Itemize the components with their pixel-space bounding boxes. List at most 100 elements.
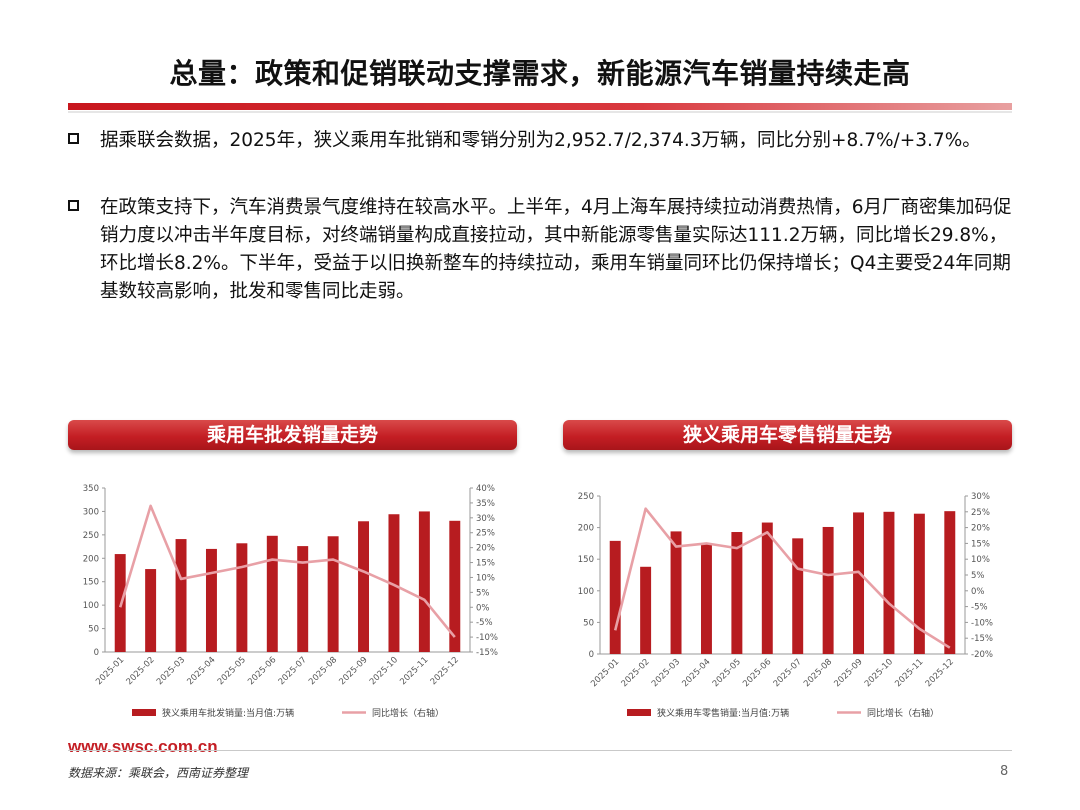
- legend-bar-label: 狭义乘用车批发销量:当月值:万辆: [162, 707, 294, 719]
- legend-line-label: 同比增长（右轴）: [867, 707, 939, 719]
- bar-2025-01: [609, 540, 621, 654]
- square-bullet-icon: [68, 133, 79, 144]
- right-tick-label: 0%: [971, 587, 985, 597]
- left-tick-label: 200: [578, 524, 594, 534]
- left-tick-label: 250: [578, 492, 594, 502]
- legend-line-label: 同比增长（右轴）: [372, 707, 444, 719]
- bar-2025-09: [358, 521, 370, 652]
- right-tick-label: -20%: [971, 650, 993, 660]
- bar-2025-11: [913, 513, 925, 654]
- page-number: 8: [1000, 764, 1009, 779]
- x-tick-label: 2025-08: [802, 657, 834, 689]
- x-tick-label: 2025-10: [863, 657, 895, 689]
- data-source-note: 数据来源：乘联会，西南证券整理: [68, 766, 249, 780]
- bar-2025-12: [449, 520, 461, 652]
- bar-2025-04: [205, 548, 217, 652]
- right-tick-label: 25%: [971, 508, 990, 518]
- bar-2025-03: [175, 539, 187, 652]
- right-tick-label: -15%: [971, 634, 993, 644]
- left-tick-label: 150: [578, 555, 594, 565]
- bullet-item-1: 据乘联会数据，2025年，狭义乘用车批销和零销分别为2,952.7/2,374.…: [68, 127, 1018, 155]
- bullet-text-1: 据乘联会数据，2025年，狭义乘用车批销和零销分别为2,952.7/2,374.…: [100, 130, 981, 151]
- x-tick-label: 2025-01: [589, 657, 621, 689]
- x-tick-label: 2025-07: [772, 657, 804, 689]
- chart-2-title-banner: 狭义乘用车零售销量走势: [563, 420, 1012, 450]
- wholesale-sales-chart: 0 50 100 150 200 250 300 350 -15% -10% -5% 0% 5% 10% 1…: [83, 484, 498, 719]
- bar-2025-06: [761, 522, 773, 654]
- bar-2025-08: [327, 536, 339, 652]
- x-tick-label: 2025-09: [337, 655, 369, 687]
- right-tick-label: 10%: [476, 573, 495, 583]
- legend-bar-swatch: [132, 709, 156, 716]
- x-tick-label: 2025-02: [620, 657, 652, 689]
- x-tick-label: 2025-03: [650, 657, 682, 689]
- left-tick-label: 50: [88, 625, 99, 635]
- x-tick-label: 2025-06: [741, 657, 773, 689]
- right-tick-label: -10%: [476, 633, 498, 643]
- right-tick-label: 25%: [476, 529, 495, 539]
- right-tick-label: -15%: [476, 648, 498, 658]
- bar-2025-08: [822, 526, 834, 654]
- x-tick-label: 2025-06: [246, 655, 278, 687]
- x-tick-label: 2025-02: [125, 655, 157, 687]
- right-tick-label: 20%: [971, 524, 990, 534]
- left-tick-label: 0: [94, 648, 99, 658]
- x-tick-label: 2025-01: [94, 655, 126, 687]
- x-tick-label: 2025-08: [307, 655, 339, 687]
- bar-2025-10: [388, 514, 400, 652]
- left-tick-label: 100: [578, 587, 594, 597]
- yoy-growth-line: [118, 504, 456, 638]
- left-tick-label: 100: [83, 601, 99, 611]
- retail-sales-chart: 0 50 100 150 200 250 -20% -15% -10% -5% 0% 5% 10% 15%…: [578, 492, 993, 719]
- bar-2025-05: [731, 532, 743, 654]
- x-tick-label: 2025-11: [398, 655, 430, 687]
- bar-2025-05: [236, 543, 248, 652]
- footer-divider: [68, 750, 1012, 751]
- page-title: 总量：政策和促销联动支撑需求，新能源汽车销量持续走高: [169, 57, 911, 90]
- bar-2025-02: [640, 566, 652, 654]
- left-tick-label: 250: [83, 531, 99, 541]
- bar-2025-04: [700, 543, 712, 654]
- right-tick-label: -10%: [971, 618, 993, 628]
- right-tick-label: -5%: [971, 603, 988, 613]
- title-underline-shadow: [68, 111, 1012, 113]
- right-tick-label: 40%: [476, 484, 495, 494]
- bar-2025-09: [853, 512, 865, 654]
- bullet-item-2: 在政策支持下，汽车消费景气度维持在较高水平。上半年，4月上海车展持续拉动消费热情…: [68, 194, 1018, 306]
- left-tick-label: 150: [83, 578, 99, 588]
- x-tick-label: 2025-07: [277, 655, 309, 687]
- bar-2025-07: [792, 538, 804, 654]
- square-bullet-icon: [68, 200, 79, 211]
- right-tick-label: 30%: [971, 492, 990, 502]
- right-tick-label: 30%: [476, 514, 495, 524]
- bar-2025-06: [266, 535, 278, 652]
- bar-2025-10: [883, 511, 895, 654]
- x-tick-label: 2025-10: [368, 655, 400, 687]
- left-tick-label: 350: [83, 484, 99, 494]
- right-tick-label: 0%: [476, 603, 490, 613]
- right-tick-label: 5%: [476, 588, 490, 598]
- footer-url: www.swsc.com.cn: [68, 737, 218, 756]
- x-tick-label: 2025-05: [216, 655, 248, 687]
- right-tick-label: 20%: [476, 544, 495, 554]
- bar-2025-12: [944, 511, 956, 654]
- bullet-text-2: 在政策支持下，汽车消费景气度维持在较高水平。上半年，4月上海车展持续拉动消费热情…: [100, 197, 1012, 302]
- left-tick-label: 50: [583, 618, 594, 628]
- x-tick-label: 2025-04: [185, 655, 217, 687]
- left-tick-label: 300: [83, 507, 99, 517]
- right-tick-label: 15%: [971, 539, 990, 549]
- bar-2025-07: [297, 546, 309, 652]
- left-tick-label: 0: [589, 650, 594, 660]
- x-tick-label: 2025-05: [711, 657, 743, 689]
- chart-1-title-banner: 乘用车批发销量走势: [68, 420, 517, 450]
- right-tick-label: 10%: [971, 555, 990, 565]
- x-tick-label: 2025-03: [155, 655, 187, 687]
- right-tick-label: -5%: [476, 618, 493, 628]
- left-tick-label: 200: [83, 554, 99, 564]
- bar-2025-02: [145, 569, 157, 652]
- x-tick-label: 2025-09: [832, 657, 864, 689]
- x-tick-label: 2025-12: [924, 657, 956, 689]
- legend-bar-swatch: [627, 709, 651, 716]
- x-tick-label: 2025-11: [893, 657, 925, 689]
- legend-bar-label: 狭义乘用车零售销量:当月值:万辆: [657, 707, 789, 719]
